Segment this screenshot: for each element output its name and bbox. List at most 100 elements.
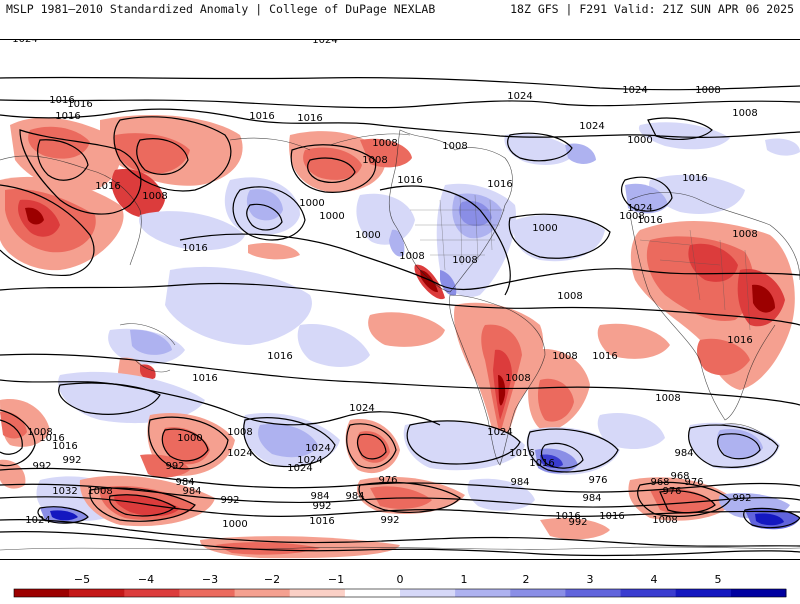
isobar-label: 992: [165, 461, 184, 472]
isobar: [0, 483, 800, 508]
anomaly-region: [458, 200, 492, 227]
isobar: [717, 433, 761, 460]
isobar: [0, 353, 800, 406]
anomaly-colorbar: −5 −4 −3 −2 −1 0 1 2 3 4 5: [0, 565, 800, 600]
isobar: [0, 419, 23, 455]
isobar-label: 1016: [249, 111, 274, 122]
isobar: [0, 531, 800, 557]
isobar: [0, 519, 800, 547]
isobar-label: 1016: [267, 351, 292, 362]
colorbar-outline: [13, 588, 787, 598]
isobar-label: 992: [380, 515, 399, 526]
anomaly-region: [140, 364, 156, 380]
world-map: 1024102410241016101610161016101610161016…: [0, 39, 800, 560]
isobar-label: 1000: [299, 198, 324, 209]
anomaly-region: [513, 214, 605, 262]
isobar-label: 1008: [142, 191, 167, 202]
isobar: [0, 282, 800, 326]
isobar: [179, 233, 800, 291]
isobar: [0, 108, 800, 138]
isobar-label: 1016: [297, 113, 322, 124]
isobar: [0, 184, 95, 277]
colorbar-swatches: [13, 588, 787, 598]
isobar: [58, 382, 161, 415]
colorbar-swatch: [730, 589, 787, 597]
coastline: [449, 294, 546, 466]
isobar-label: 976: [378, 475, 397, 486]
anomaly-region: [114, 494, 180, 517]
isobar-label: 976: [662, 486, 681, 497]
isobar-label: 1016: [67, 99, 92, 110]
isobar-label: 984: [674, 448, 693, 459]
isobar-label: 1024: [312, 40, 337, 46]
isobar: [508, 213, 611, 259]
isobar: [243, 417, 336, 468]
isobar-label: 968: [670, 471, 689, 482]
coastline: [629, 192, 800, 421]
anomaly-region: [638, 122, 730, 150]
colorbar-swatch: [675, 589, 732, 597]
border: [639, 229, 751, 331]
anomaly-region: [215, 542, 320, 555]
isobar: [507, 132, 573, 162]
colorbar-swatch: [289, 589, 346, 597]
isobar: [637, 481, 731, 517]
isobar-label: 976: [588, 475, 607, 486]
anomaly-region: [717, 428, 763, 460]
isobar-label: 992: [312, 501, 331, 512]
isobar: [346, 423, 397, 469]
anomaly-region: [697, 338, 750, 376]
anomaly-region: [130, 329, 172, 355]
isobar-label: 1016: [52, 441, 77, 452]
isobar-label: 1016: [397, 175, 422, 186]
isobar-label: 1024: [622, 85, 647, 96]
anomaly-region: [258, 423, 318, 458]
isobar-label: 1016: [727, 335, 752, 346]
coastline: [0, 155, 142, 266]
isobar: [290, 144, 377, 193]
isobar: [743, 507, 800, 529]
isobar: [19, 129, 142, 215]
anomaly-region: [403, 421, 525, 471]
isobar: [113, 116, 232, 192]
isobar-label: 984: [582, 493, 601, 504]
isobar: [540, 442, 584, 469]
colorbar-tick: 3: [587, 573, 594, 586]
isobar-label: 1016: [637, 215, 662, 226]
isobar-label: 1008: [619, 211, 644, 222]
anomaly-region: [389, 229, 405, 257]
isobar: [379, 185, 511, 296]
anomaly-region: [540, 518, 610, 540]
colorbar-tick: −2: [264, 573, 280, 586]
anomaly-region: [360, 138, 412, 168]
isobar-label: 984: [175, 477, 194, 488]
isobar-label: 1024: [305, 443, 330, 454]
anomaly-region: [297, 324, 370, 367]
isobar-label: 1008: [652, 515, 677, 526]
border: [410, 194, 505, 271]
isobar-label: 984: [182, 486, 201, 497]
colorbar-swatch: [14, 589, 70, 597]
anomaly-region: [368, 312, 445, 347]
anomaly-region: [755, 513, 784, 526]
isobar-label: 1000: [319, 211, 344, 222]
isobar-label: 1016: [592, 351, 617, 362]
isobar: [108, 494, 177, 517]
isobar: [0, 379, 441, 426]
colorbar-tick: 0: [397, 573, 404, 586]
isobar-label: 1008: [655, 393, 680, 404]
coastline: [0, 546, 800, 551]
isobar-label: 1016: [529, 458, 554, 469]
isobar-label: 1008: [87, 486, 112, 497]
isobar-label: 1016: [95, 181, 120, 192]
isobar-label: 1000: [177, 433, 202, 444]
isobar-label: 1000: [355, 230, 380, 241]
isobar-label: 1016: [49, 95, 74, 106]
isobar-label: 984: [345, 491, 364, 502]
colorbar-swatch: [344, 589, 401, 597]
isobar-label: 1008: [732, 229, 757, 240]
isobar-label: 984: [510, 477, 529, 488]
anomaly-region: [356, 431, 390, 463]
isobar-label: 1016: [39, 433, 64, 444]
anomaly-region: [765, 138, 800, 156]
